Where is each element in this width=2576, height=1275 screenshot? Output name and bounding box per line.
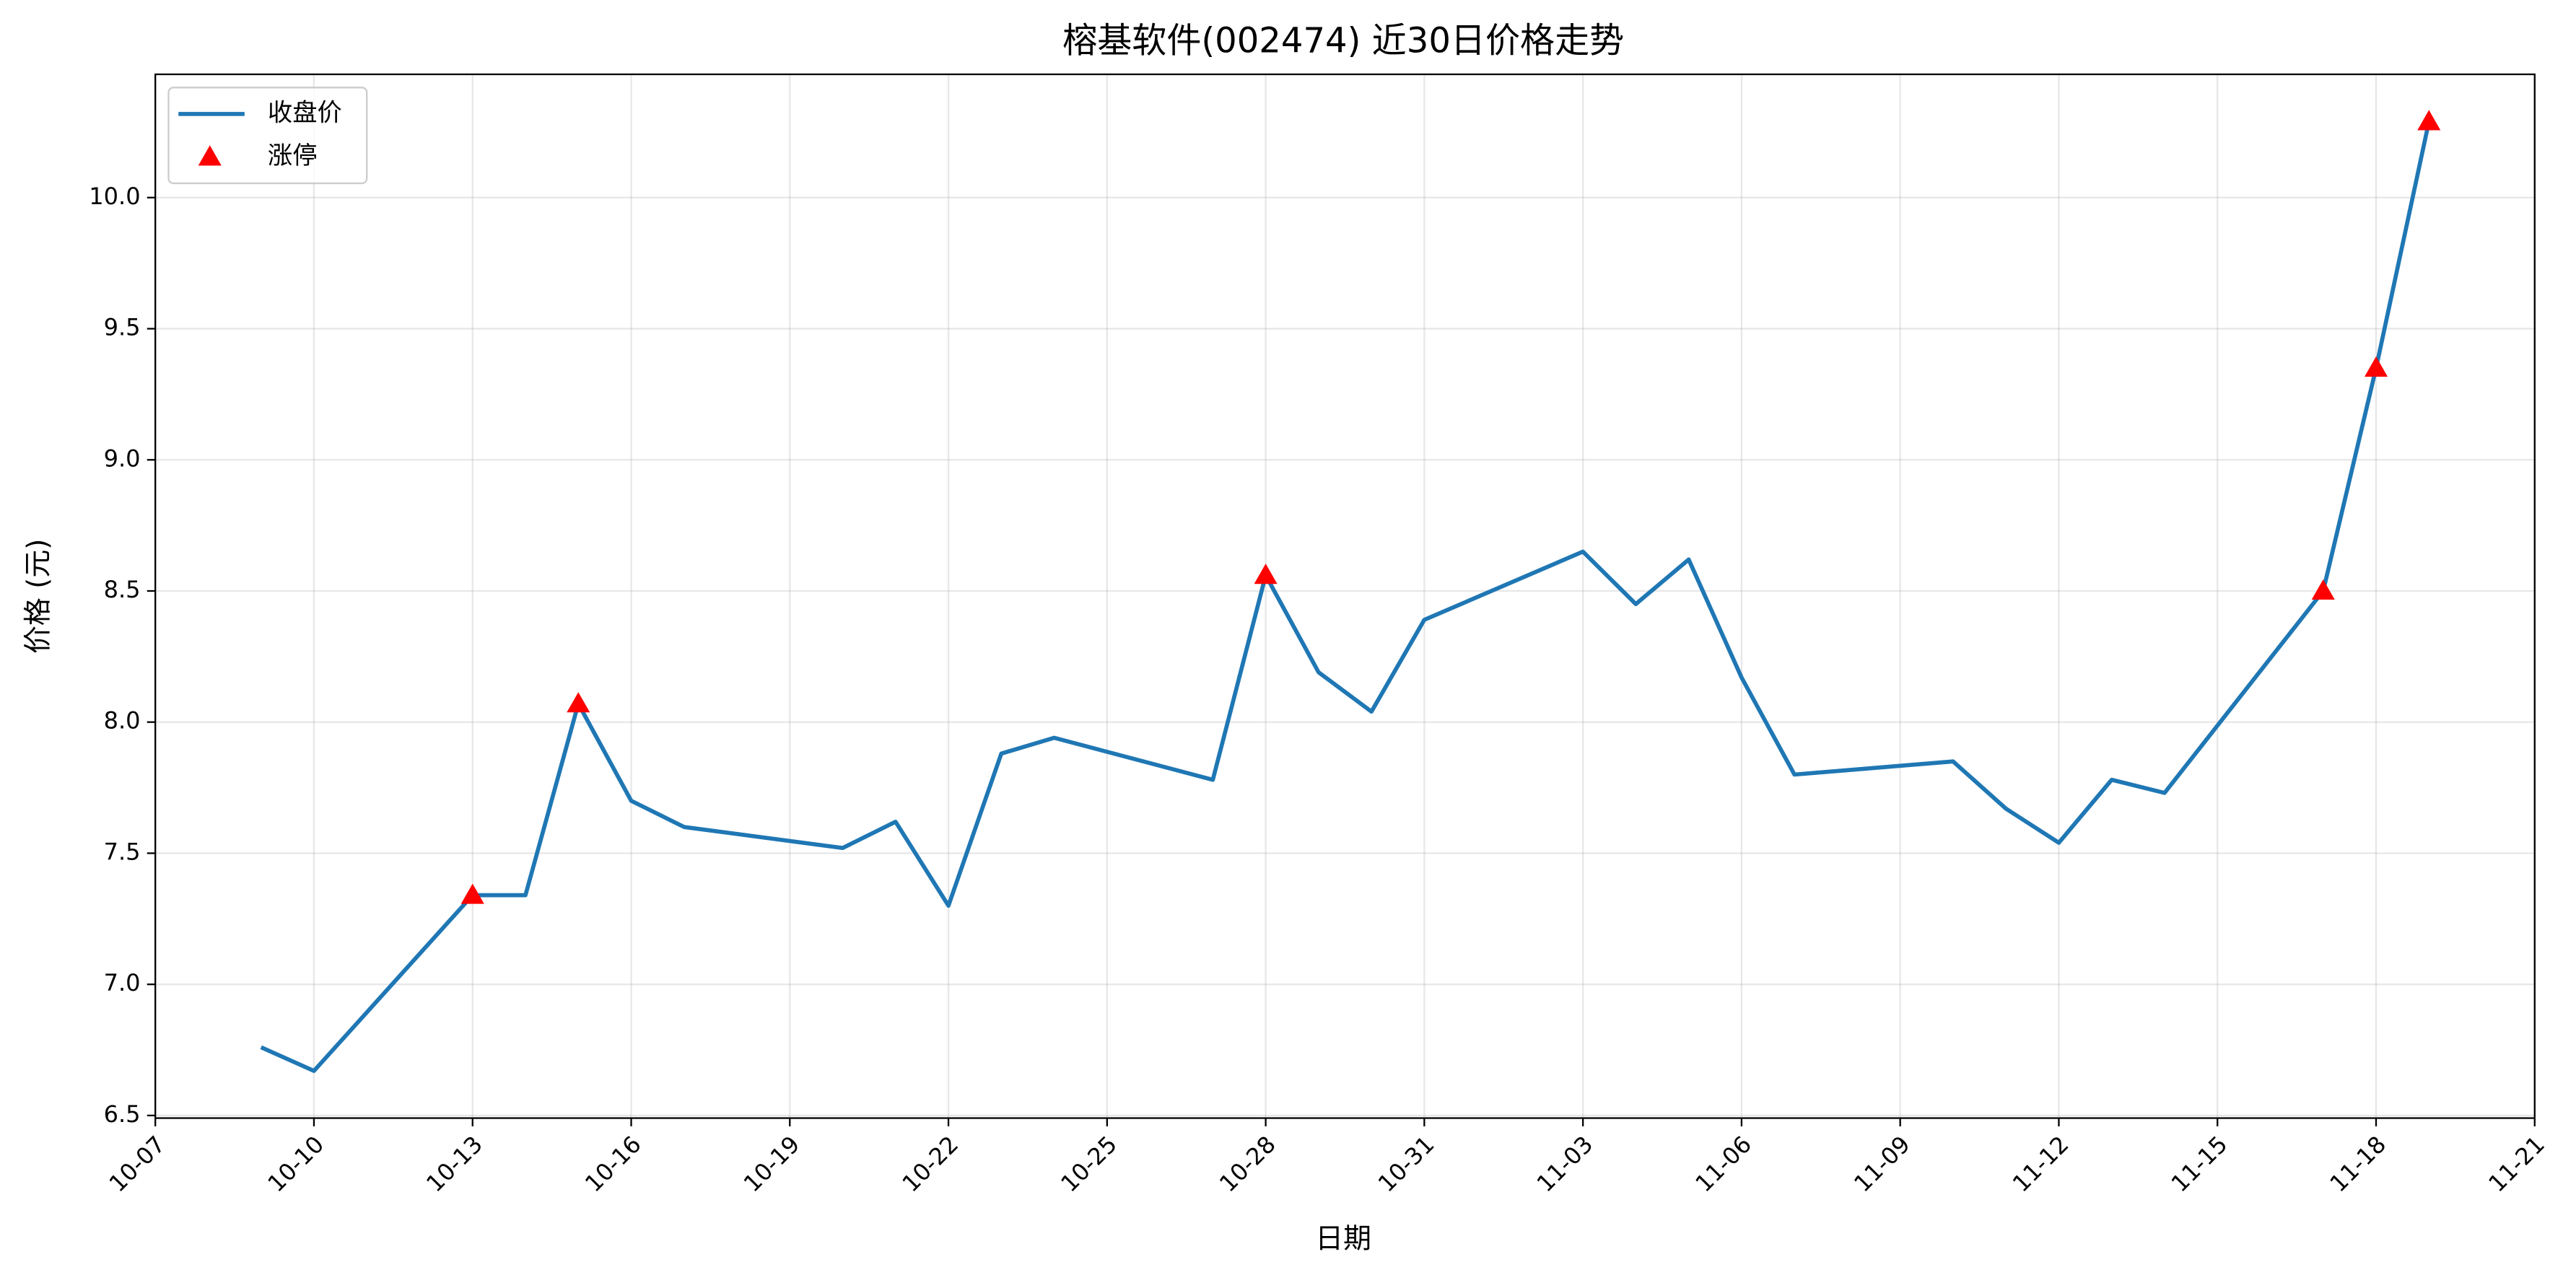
y-tick-label: 9.5 [104, 314, 141, 341]
y-tick-label: 9.0 [104, 444, 141, 472]
legend-swatch [198, 145, 222, 166]
limit-up-marker [460, 883, 484, 904]
y-axis-label: 价格 (元) [22, 539, 54, 654]
limit-up-marker [2364, 356, 2388, 377]
y-tick-label: 7.0 [104, 969, 141, 996]
legend-label: 收盘价 [268, 98, 342, 127]
y-tick-label: 8.5 [104, 576, 141, 603]
limit-up-marker [567, 692, 590, 713]
y-tick-label: 7.5 [104, 838, 141, 865]
y-tick-label: 8.0 [104, 707, 141, 735]
y-tick-label: 6.5 [104, 1100, 141, 1128]
plot-frame [154, 73, 2536, 1119]
limit-up-marker [2311, 579, 2335, 600]
legend-box [167, 87, 368, 185]
chart-title: 榕基软件(002474) 近30日价格走势 [1062, 21, 1624, 61]
limit-up-marker [1254, 564, 1278, 584]
legend-label: 涨停 [268, 141, 318, 170]
price-line [260, 121, 2432, 1073]
x-axis-label: 日期 [1315, 1222, 1371, 1255]
y-tick-label: 10.0 [89, 183, 140, 210]
limit-up-marker [2417, 110, 2441, 131]
